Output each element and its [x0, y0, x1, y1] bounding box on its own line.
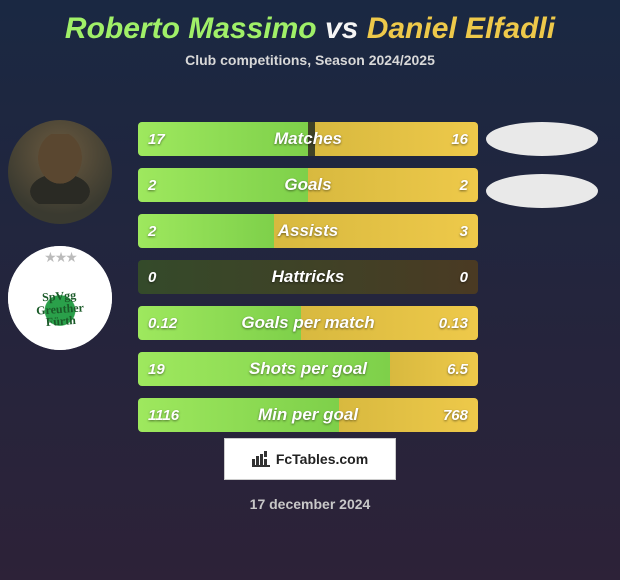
- vs-text: vs: [325, 12, 358, 45]
- stat-label: Goals: [138, 168, 478, 202]
- left-avatars: ★★★ SpVgg Greuther Fürth: [8, 120, 112, 372]
- player1-avatar: [8, 120, 112, 224]
- stat-label: Min per goal: [138, 398, 478, 432]
- stat-row: 23Assists: [138, 214, 478, 248]
- team-name: SpVgg Greuther Fürth: [8, 286, 112, 331]
- stat-bars: 1716Matches 22Goals 23Assists 00Hattricks 0.…: [138, 122, 478, 444]
- stat-label: Hattricks: [138, 260, 478, 294]
- stat-row: 196.5Shots per goal: [138, 352, 478, 386]
- comparison-title: Roberto Massimo vs Daniel Elfadli: [0, 0, 620, 52]
- player1-name: Roberto Massimo: [65, 12, 317, 45]
- stat-label: Shots per goal: [138, 352, 478, 386]
- stat-row: 1116768Min per goal: [138, 398, 478, 432]
- player2-avatar-placeholder: [486, 122, 598, 156]
- stat-label: Goals per match: [138, 306, 478, 340]
- stat-label: Assists: [138, 214, 478, 248]
- right-avatars: [486, 122, 598, 226]
- player2-name: Daniel Elfadli: [367, 12, 555, 45]
- chart-icon: [252, 451, 270, 467]
- date-text: 17 december 2024: [0, 496, 620, 512]
- brand-badge[interactable]: FcTables.com: [224, 438, 396, 480]
- team-stars-icon: ★★★: [8, 249, 112, 266]
- stat-row: 0.120.13Goals per match: [138, 306, 478, 340]
- stat-label: Matches: [138, 122, 478, 156]
- player1-team-badge: ★★★ SpVgg Greuther Fürth: [8, 246, 112, 350]
- player2-team-badge-placeholder: [486, 174, 598, 208]
- stat-row: 22Goals: [138, 168, 478, 202]
- player-silhouette-icon: [30, 134, 90, 204]
- subtitle: Club competitions, Season 2024/2025: [0, 52, 620, 68]
- stat-row: 1716Matches: [138, 122, 478, 156]
- brand-text: FcTables.com: [276, 451, 368, 467]
- stat-row: 00Hattricks: [138, 260, 478, 294]
